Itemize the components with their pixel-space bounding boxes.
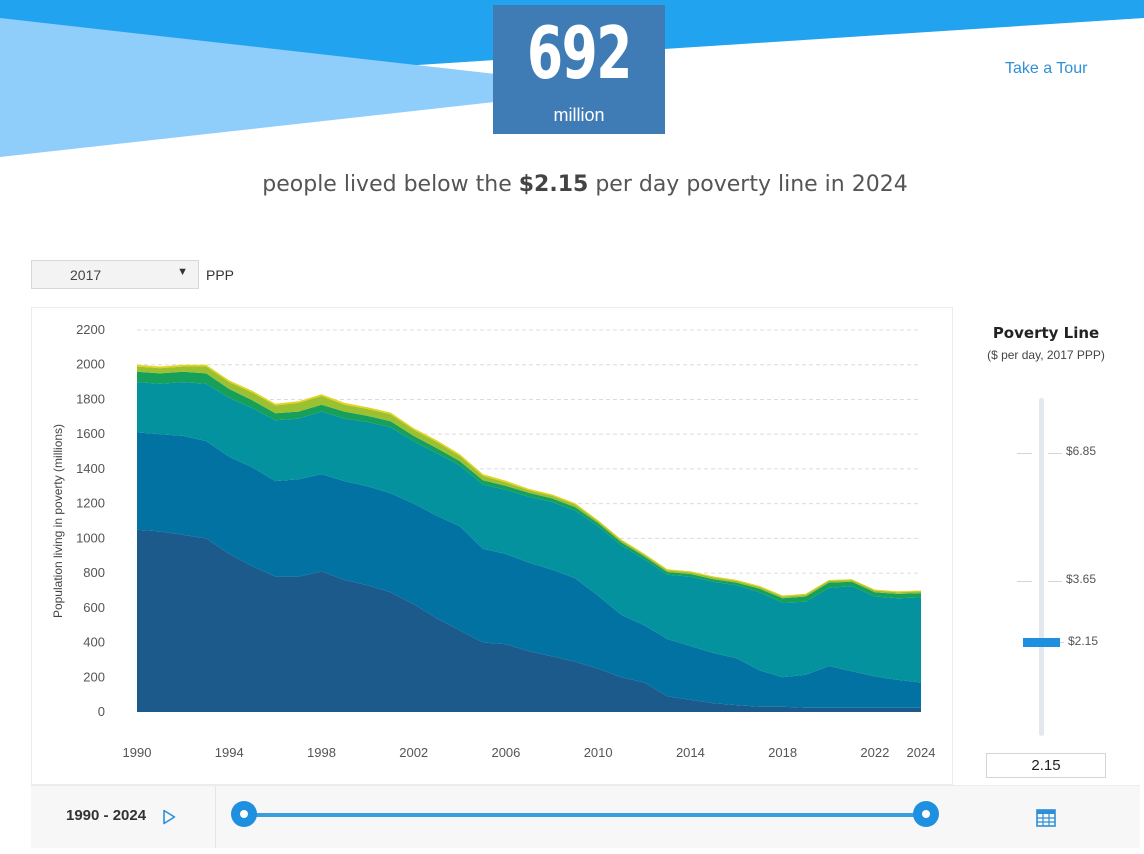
poverty-option-2-15[interactable]: $2.15 bbox=[1068, 634, 1099, 648]
y-tick-label: 1800 bbox=[76, 391, 105, 406]
timeline-slider-track[interactable] bbox=[243, 813, 927, 817]
x-tick-label: 2010 bbox=[584, 745, 613, 760]
y-tick-label: 2000 bbox=[76, 357, 105, 372]
ppp-year-dropdown[interactable]: 2017 ▼ bbox=[31, 260, 199, 289]
timeline-range-label: 1990 - 2024 bbox=[66, 807, 147, 824]
area-series-3[interactable] bbox=[137, 382, 921, 683]
poverty-tick-6-85-right bbox=[1048, 453, 1062, 454]
poverty-line-slider-track[interactable] bbox=[1039, 398, 1044, 736]
x-tick-label: 2024 bbox=[907, 745, 936, 760]
poverty-option-6-85[interactable]: $6.85 bbox=[1066, 444, 1097, 458]
headline-text-before: people lived below the bbox=[262, 172, 519, 197]
headline-amount: $2.15 bbox=[518, 172, 589, 197]
x-tick-label: 1994 bbox=[215, 745, 244, 760]
poverty-chart-panel: 0 200 400 600 800 1000 1200 1400 1600 1800 2000 220… bbox=[31, 307, 953, 785]
timeline-end-handle[interactable] bbox=[913, 801, 939, 827]
x-tick-label: 2022 bbox=[860, 745, 889, 760]
ppp-label: PPP bbox=[206, 267, 235, 283]
x-tick-label: 2006 bbox=[491, 745, 520, 760]
poverty-line-panel: Poverty Line ($ per day, 2017 PPP) $6.85… bbox=[970, 320, 1122, 790]
y-tick-label: 200 bbox=[83, 669, 105, 684]
banner-light-shape bbox=[0, 18, 620, 157]
poverty-tick-2-15-right bbox=[1060, 642, 1064, 643]
caret-down-icon: ▼ bbox=[177, 266, 188, 278]
x-tick-label: 2014 bbox=[676, 745, 705, 760]
x-axis-ticks: 1990 1994 1998 2002 2006 2010 2014 2018 2022 2024 bbox=[123, 745, 936, 760]
chart-areas bbox=[137, 364, 921, 712]
y-tick-label: 2200 bbox=[76, 322, 105, 337]
poverty-line-title: Poverty Line bbox=[992, 324, 1100, 342]
x-tick-label: 2002 bbox=[399, 745, 428, 760]
poverty-tick-3-65 bbox=[1017, 581, 1032, 582]
poverty-line-input[interactable] bbox=[986, 753, 1106, 778]
y-tick-label: 400 bbox=[83, 635, 105, 650]
poverty-line-subtitle: ($ per day, 2017 PPP) bbox=[987, 348, 1105, 362]
y-tick-label: 800 bbox=[83, 565, 105, 580]
ppp-year-value: 2017 bbox=[70, 267, 102, 283]
y-tick-label: 1000 bbox=[76, 530, 105, 545]
y-tick-label: 1400 bbox=[76, 461, 105, 476]
y-tick-label: 0 bbox=[98, 704, 105, 719]
y-tick-label: 1200 bbox=[76, 496, 105, 511]
x-tick-label: 2018 bbox=[768, 745, 797, 760]
headline-stat-number: 692 bbox=[527, 11, 632, 95]
y-axis-ticks: 0 200 400 600 800 1000 1200 1400 1600 1800 2000 220… bbox=[76, 322, 105, 719]
play-icon[interactable] bbox=[162, 809, 176, 825]
timeline-range-box: 1990 - 2024 bbox=[31, 786, 216, 848]
poverty-tick-3-65-right bbox=[1048, 581, 1062, 582]
poverty-tick-6-85 bbox=[1017, 453, 1032, 454]
x-tick-label: 1998 bbox=[307, 745, 336, 760]
area-series-1[interactable] bbox=[137, 529, 921, 712]
headline-stat-unit: million bbox=[553, 105, 605, 125]
poverty-area-chart: 0 200 400 600 800 1000 1200 1400 1600 1800 2000 220… bbox=[51, 322, 936, 760]
y-axis-label: Population living in poverty (millions) bbox=[51, 424, 65, 618]
x-tick-label: 1990 bbox=[123, 745, 152, 760]
headline-sentence: people lived below the $2.15 per day pov… bbox=[0, 172, 1144, 197]
poverty-option-3-65[interactable]: $3.65 bbox=[1066, 572, 1097, 586]
timeline-bar: 1990 - 2024 bbox=[31, 785, 1140, 848]
headline-stat-box: 692 million bbox=[493, 5, 665, 134]
table-icon[interactable] bbox=[1036, 809, 1056, 827]
take-a-tour-link[interactable]: Take a Tour bbox=[1005, 60, 1088, 77]
poverty-line-slider-handle[interactable] bbox=[1023, 638, 1060, 647]
y-tick-label: 600 bbox=[83, 600, 105, 615]
timeline-start-handle[interactable] bbox=[231, 801, 257, 827]
y-tick-label: 1600 bbox=[76, 426, 105, 441]
headline-text-after: per day poverty line in 2024 bbox=[588, 172, 908, 197]
area-series-2[interactable] bbox=[137, 432, 921, 708]
